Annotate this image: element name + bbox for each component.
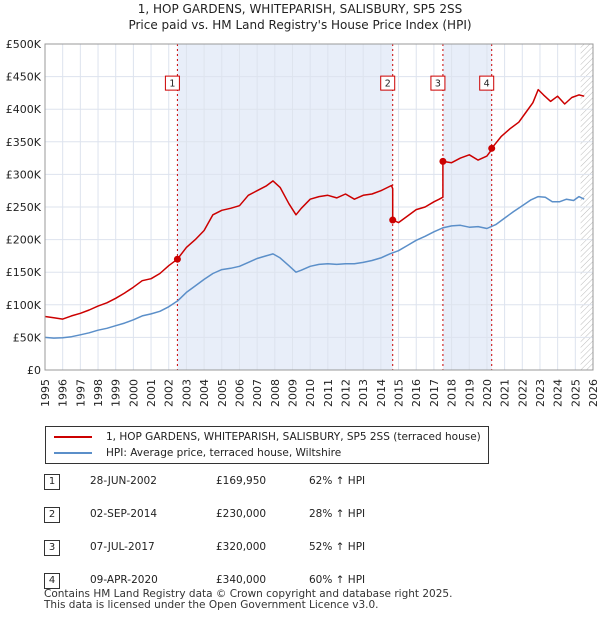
x-tick-label: 2010 [304, 379, 317, 407]
y-tick-label: £50K [13, 331, 42, 344]
x-tick-label: 1999 [110, 379, 123, 407]
x-tick-label: 2013 [357, 379, 370, 407]
y-tick-label: £350K [6, 136, 42, 149]
x-tick-label: 2015 [393, 379, 406, 407]
x-tick-label: 2023 [534, 379, 547, 407]
x-tick-label: 2003 [180, 379, 193, 407]
sale-number-label: 2 [385, 79, 391, 90]
sale-point [488, 144, 496, 152]
sale-hpi-change: 62% ↑ HPI [309, 475, 366, 487]
sale-number-box [479, 75, 495, 91]
sale-number-label: 3 [435, 79, 441, 90]
legend-label-hpi: HPI: Average price, terraced house, Wilt… [106, 447, 342, 459]
sale-row: 1 28-JUN-2002 £169,950 62% ↑ HPI [44, 474, 464, 490]
sale-number-badge: 4 [44, 573, 60, 589]
x-tick-label: 2002 [163, 379, 176, 407]
y-tick-label: £0 [27, 364, 41, 377]
footer-copyright: Contains HM Land Registry data © Crown c… [44, 588, 453, 600]
chart-legend: 1, HOP GARDENS, WHITEPARISH, SALISBURY, … [45, 426, 489, 464]
sale-price: £340,000 [216, 574, 267, 586]
price-chart: 1, HOP GARDENS, WHITEPARISH, SALISBURY, … [6, 2, 600, 407]
sale-number-label: 1 [169, 79, 175, 90]
x-tick-label: 2020 [481, 379, 494, 407]
x-tick-label: 2022 [516, 379, 529, 407]
sale-price: £169,950 [216, 475, 267, 487]
sale-number-label: 4 [484, 79, 490, 90]
sale-date: 09-APR-2020 [90, 574, 158, 586]
property-series-line [44, 88, 585, 320]
sale-number-box [430, 75, 446, 91]
x-tick-label: 2012 [340, 379, 353, 407]
legend-item-hpi: HPI: Average price, terraced house, Wilt… [54, 445, 341, 461]
y-tick-label: £300K [6, 168, 42, 181]
sale-hpi-change: 28% ↑ HPI [309, 508, 366, 520]
y-tick-label: £100K [6, 299, 42, 312]
sale-number-badge: 3 [44, 540, 60, 556]
x-tick-label: 2009 [286, 379, 299, 407]
sale-row: 4 09-APR-2020 £340,000 60% ↑ HPI [44, 573, 464, 589]
footer-licence: This data is licensed under the Open Gov… [44, 599, 379, 611]
sale-date: 07-JUL-2017 [90, 541, 155, 553]
x-tick-label: 2016 [410, 379, 423, 407]
x-tick-label: 2007 [251, 379, 264, 407]
x-tick-label: 2018 [446, 379, 459, 407]
y-tick-label: £500K [6, 38, 42, 51]
x-tick-label: 2026 [587, 379, 600, 407]
sale-row: 3 07-JUL-2017 £320,000 52% ↑ HPI [44, 540, 464, 556]
sale-number-box [164, 75, 180, 91]
x-tick-label: 1998 [92, 379, 105, 407]
x-tick-label: 2017 [428, 379, 441, 407]
sale-price: £320,000 [216, 541, 267, 553]
sale-date: 28-JUN-2002 [90, 475, 157, 487]
sale-point [439, 157, 447, 165]
x-tick-label: 1995 [39, 379, 52, 407]
x-tick-label: 2006 [233, 379, 246, 407]
chart-title: 1, HOP GARDENS, WHITEPARISH, SALISBURY, … [138, 2, 462, 16]
x-tick-label: 2005 [216, 379, 229, 407]
legend-swatch-hpi [54, 452, 92, 454]
chart-subtitle: Price paid vs. HM Land Registry's House … [128, 18, 471, 32]
x-tick-label: 1997 [74, 379, 87, 407]
y-tick-label: £400K [6, 103, 42, 116]
x-tick-label: 1996 [57, 379, 70, 407]
sale-date: 02-SEP-2014 [90, 508, 158, 520]
sale-number-box [380, 75, 396, 91]
x-tick-label: 2021 [499, 379, 512, 407]
sale-hpi-change: 52% ↑ HPI [309, 541, 366, 553]
x-tick-label: 2014 [375, 379, 388, 407]
legend-swatch-property [54, 436, 92, 438]
sale-number-badge: 1 [44, 474, 60, 490]
hpi-series-line [44, 195, 585, 339]
y-tick-label: £150K [6, 266, 42, 279]
x-tick-label: 2025 [569, 379, 582, 407]
x-tick-label: 2008 [269, 379, 282, 407]
legend-item-property: 1, HOP GARDENS, WHITEPARISH, SALISBURY, … [54, 429, 481, 445]
sale-hpi-change: 60% ↑ HPI [309, 574, 366, 586]
y-tick-label: £450K [6, 71, 42, 84]
sale-price: £230,000 [216, 508, 267, 520]
sale-row: 2 02-SEP-2014 £230,000 28% ↑ HPI [44, 507, 464, 523]
x-tick-label: 2011 [322, 379, 335, 407]
x-tick-label: 2024 [552, 379, 565, 407]
x-tick-label: 2004 [198, 379, 211, 407]
x-tick-label: 2000 [127, 379, 140, 407]
y-tick-label: £250K [6, 201, 42, 214]
sale-point [389, 216, 397, 224]
plot-frame [44, 43, 594, 371]
y-tick-label: £200K [6, 234, 42, 247]
x-tick-label: 2019 [463, 379, 476, 407]
sale-point [173, 255, 181, 263]
x-tick-label: 2001 [145, 379, 158, 407]
sale-number-badge: 2 [44, 507, 60, 523]
footer-notice: Contains HM Land Registry data © Crown c… [44, 589, 452, 611]
legend-label-property: 1, HOP GARDENS, WHITEPARISH, SALISBURY, … [106, 431, 481, 443]
